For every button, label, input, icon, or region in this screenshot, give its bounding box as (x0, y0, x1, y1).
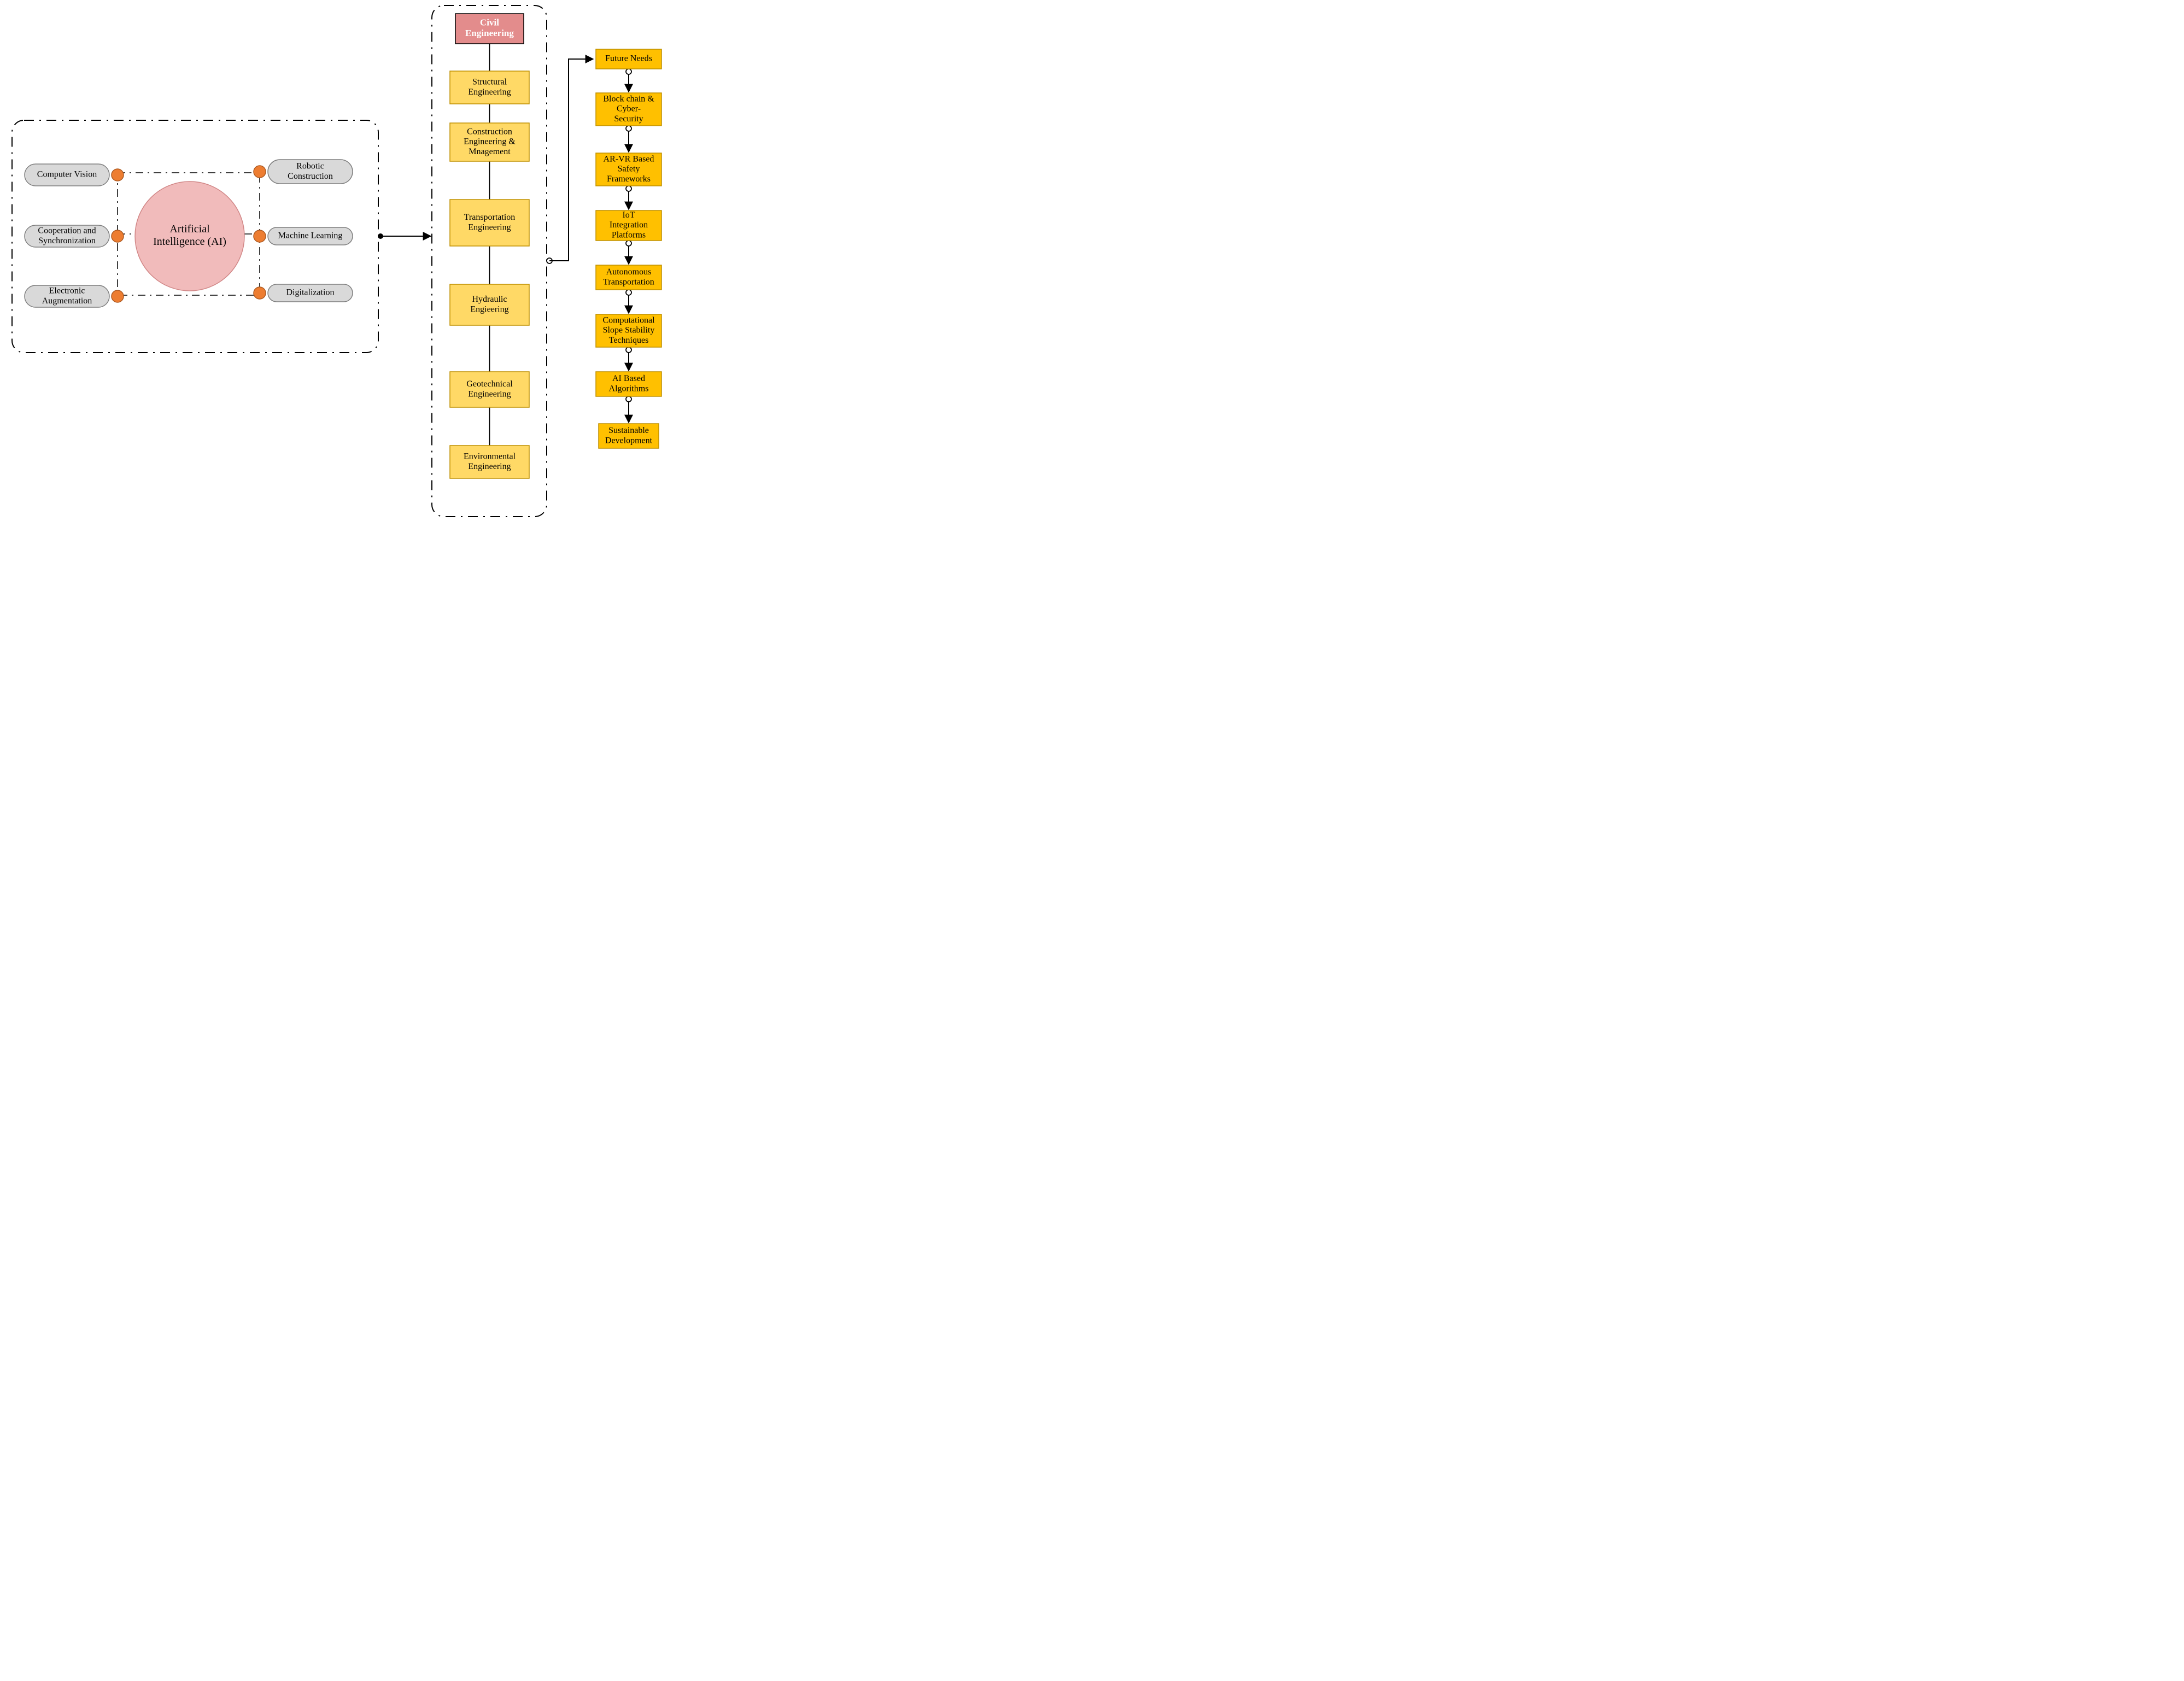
box-label: Techniques (609, 336, 649, 345)
box-label: Construction (467, 127, 512, 136)
ai-topic-label: Augmentation (42, 296, 92, 306)
diagram-canvas: ArtificialIntelligence (AI) Computer Visi… (0, 0, 678, 522)
ai-topic-label: Synchronization (38, 236, 96, 245)
box-label: Sustainable (608, 426, 649, 435)
box-label: Development (605, 436, 653, 445)
connector-dot (112, 230, 124, 242)
box-label: Cyber- (617, 104, 641, 114)
box-label: Slope Stability (603, 326, 655, 335)
ai-center-label: Intelligence (AI) (153, 236, 226, 248)
ai-topic-label: Machine Learning (278, 231, 343, 241)
box-label: Frameworks (607, 174, 651, 184)
box-label: Geotechnical (466, 379, 513, 389)
ai-topic-label: Cooperation and (38, 226, 96, 235)
chain-open-dot (626, 290, 631, 295)
box-label: Computational (602, 315, 655, 325)
box-label: Autonomous (606, 267, 652, 277)
ai-topic-label: Electronic (49, 286, 85, 295)
connector-dot (112, 290, 124, 302)
box-label: Transportation (603, 277, 654, 286)
box-label: Structural (472, 77, 507, 86)
box-label: Engineering & (464, 137, 516, 147)
box-label: Block chain & (603, 94, 654, 103)
box-label: Engineering (468, 222, 511, 232)
box-label: Engineering (468, 87, 511, 97)
box-label: Safety (618, 165, 640, 174)
box-label: Environmental (464, 452, 516, 461)
box-label: Engineering (468, 462, 511, 471)
ai-topic-label: Construction (288, 172, 333, 181)
box-label: Future Needs (605, 54, 652, 63)
chain-open-dot (626, 241, 631, 246)
chain-open-dot (626, 396, 631, 402)
box-label: AI Based (612, 374, 645, 383)
box-label: Integration (610, 220, 648, 230)
chain-open-dot (626, 69, 631, 74)
connector-dot (254, 230, 266, 242)
chain-open-dot (626, 347, 631, 353)
box-label: Civil (480, 17, 499, 28)
ai-center-label: Artificial (169, 223, 210, 235)
box-label: AR-VR Based (604, 154, 654, 163)
box-label: Engineering (465, 28, 514, 38)
box-label: Engieering (470, 304, 508, 314)
box-label: Hydraulic (472, 295, 507, 304)
box-label: Algorithms (609, 384, 649, 393)
box-label: Transportation (464, 213, 516, 222)
ai-topic-label: Computer Vision (37, 170, 97, 179)
box-label: Mnagement (469, 147, 511, 156)
chain-open-dot (626, 126, 631, 131)
chain-open-dot (626, 186, 631, 191)
connector-dot (254, 287, 266, 299)
box-label: Security (614, 114, 643, 124)
connector-elbow-arrow (549, 59, 593, 261)
ai-topic-label: Robotic (296, 161, 324, 171)
connector-dot (112, 169, 124, 181)
box-label: IoT (622, 210, 635, 220)
box-label: Platforms (612, 231, 646, 240)
ai-topic-label: Digitalization (286, 288, 335, 297)
box-label: Engineering (468, 389, 511, 399)
connector-dot (254, 166, 266, 178)
